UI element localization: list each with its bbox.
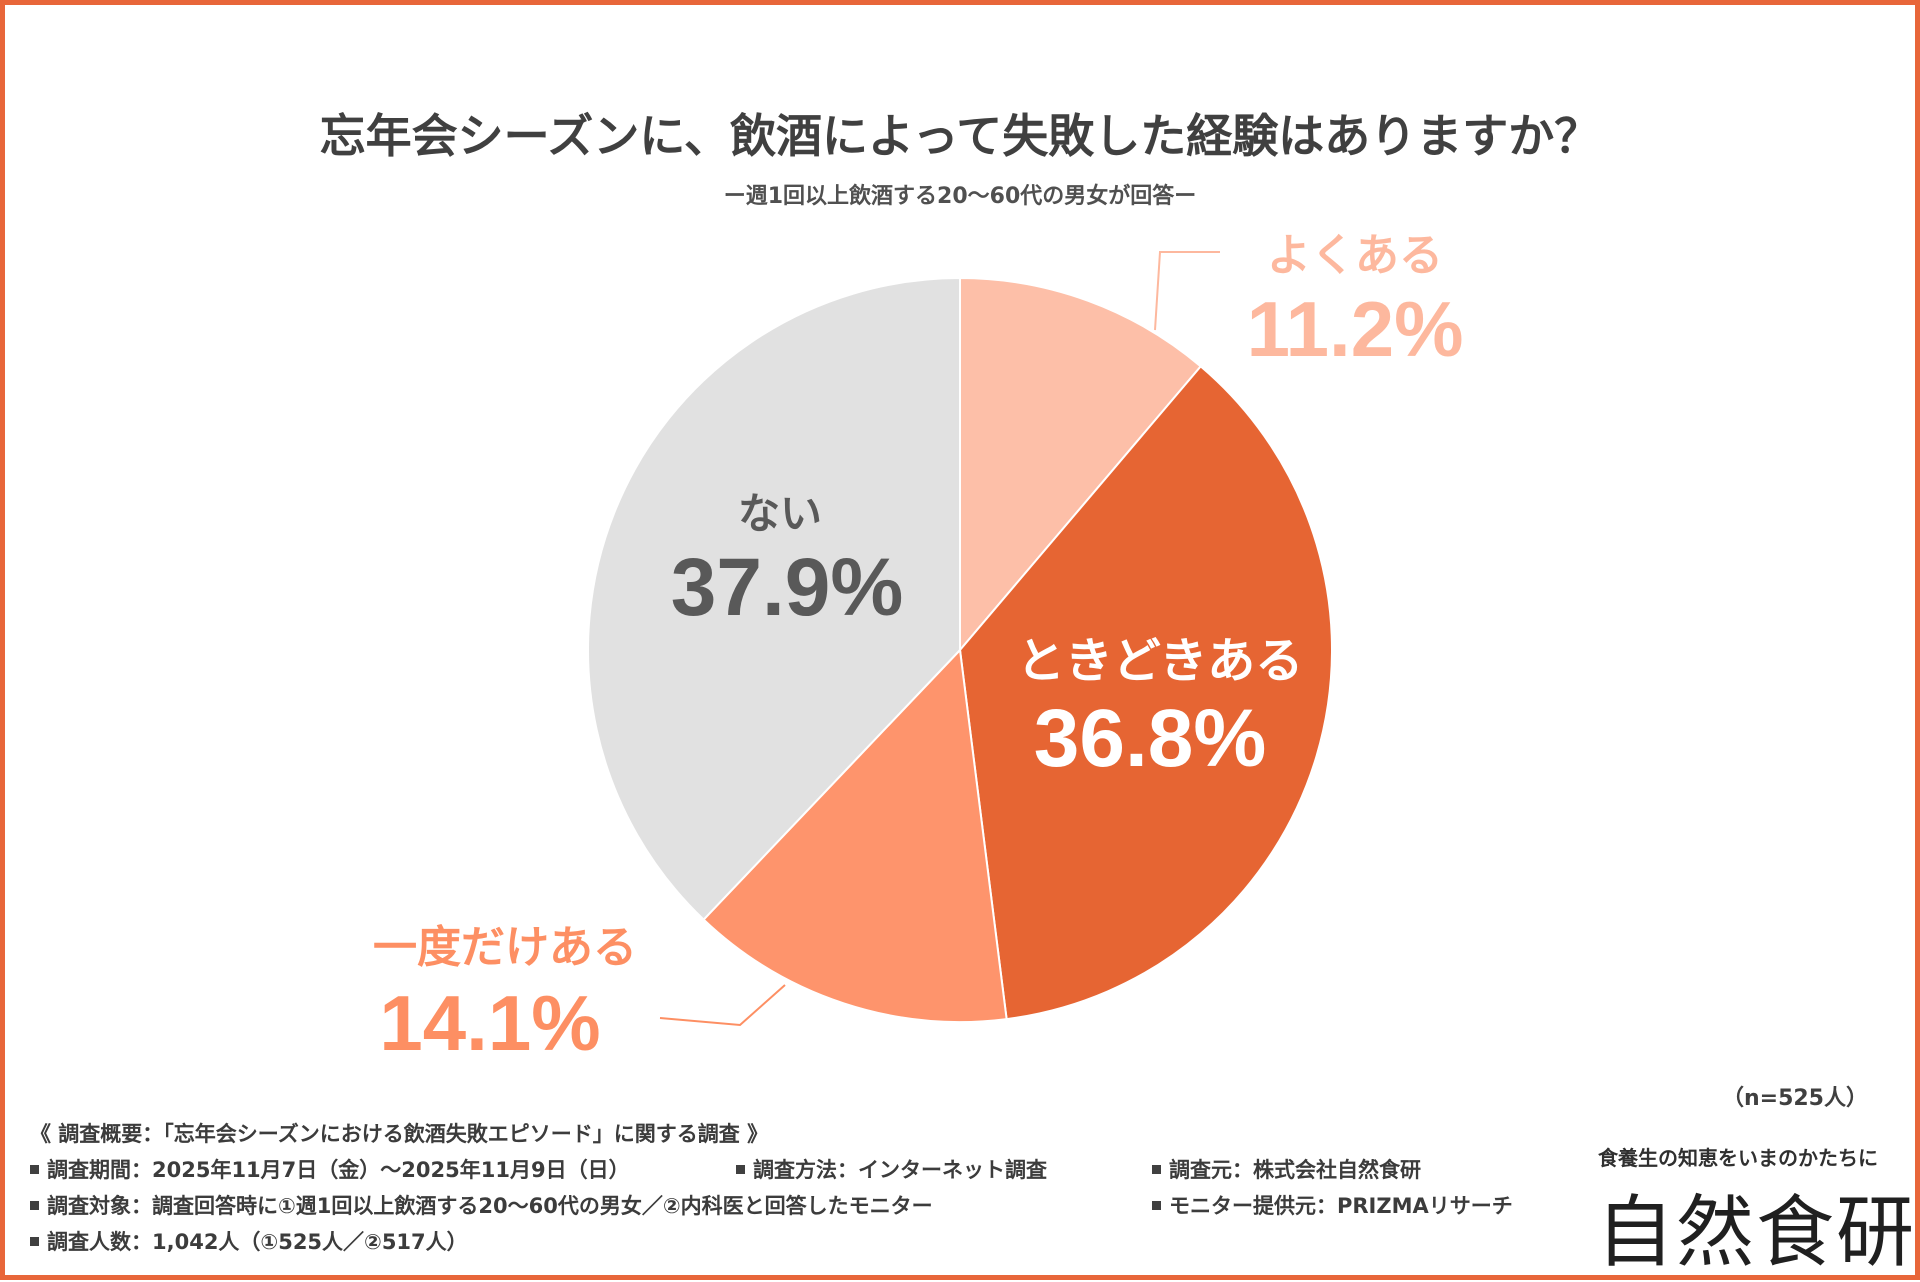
chart-subtitle: ー週1回以上飲酒する20〜60代の男女が回答ー [723,184,1197,209]
survey-organizer: 調査元：株式会社自然食研 [1152,1154,1421,1184]
slice-category-label: よくある [1267,230,1443,281]
survey-provider: モニター提供元：PRIZMAリサーチ [1152,1190,1513,1220]
pie-slice-2 [958,364,1333,1021]
brand-tagline: 食養生の知恵をいまのかたちに [1598,1146,1878,1170]
slice-value-label: 11.2% [1247,285,1464,373]
sample-size-note: （n=525人） [1721,1086,1868,1111]
survey-count: 調査人数：1,042人（①525人／②517人） [30,1226,468,1256]
bullet-icon [30,1164,39,1174]
bullet-icon [1152,1164,1161,1174]
pie-slice-1 [959,276,1203,653]
slice-value-label: 36.8% [1034,693,1267,784]
slice-category-label: 一度だけある [373,922,637,973]
slice-value-label: 37.9% [671,542,904,633]
pie-slice-4 [587,276,961,921]
survey-period: 調査期間：2025年11月7日（金）〜2025年11月9日（日） [30,1154,630,1184]
slice-category-label: ない [738,489,822,538]
survey-method: 調査方法：インターネット調査 [736,1154,1047,1184]
bullet-icon [30,1236,39,1246]
chart-title: 忘年会シーズンに、飲酒によって失敗した経験はありますか？ [319,109,1601,163]
bullet-icon [736,1164,745,1174]
survey-target: 調査対象：調査回答時に①週1回以上飲酒する20〜60代の男女／②内科医と回答した… [30,1190,933,1220]
leader-lines [659,251,1220,1027]
bullet-icon [30,1200,39,1210]
leader-line [1154,251,1220,331]
survey-heading: 《 調査概要：「忘年会シーズンにおける飲酒失敗エピソード」に関する調査 》 [30,1122,769,1146]
slice-category-label: ときどきある [1017,633,1304,689]
pie-slice-3 [702,647,1008,1024]
pie-slices [587,276,1333,1024]
leader-line [659,984,786,1027]
brand-logo: 自然食研 [1596,1188,1917,1278]
slice-value-label: 14.1% [379,979,600,1067]
bullet-icon [1152,1200,1161,1210]
